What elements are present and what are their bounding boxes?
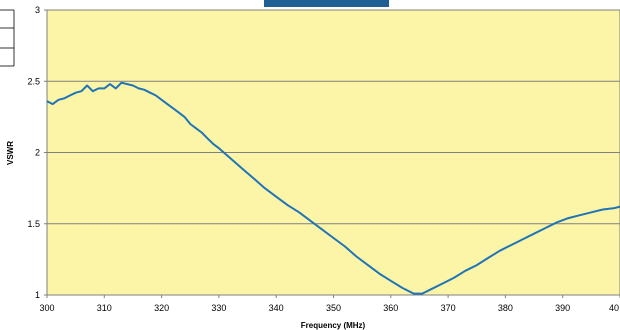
x-tick-label: 40 <box>609 303 619 313</box>
x-tick-label: 380 <box>498 303 513 313</box>
y-tick-label: 3 <box>35 5 40 15</box>
y-tick-label: 1.5 <box>27 219 40 229</box>
y-axis-title: VSWR <box>6 141 15 165</box>
x-tick-label: 350 <box>326 303 341 313</box>
x-tick-label: 330 <box>211 303 226 313</box>
x-tick-label: 310 <box>97 303 112 313</box>
y-tick-label: 1 <box>35 290 40 300</box>
x-tick-label: 300 <box>39 303 54 313</box>
x-tick-label: 370 <box>441 303 456 313</box>
y-axis-ticks: 1 1.5 2 2.5 3 <box>27 5 47 300</box>
x-axis-title: Frequency (MHz) <box>301 321 366 330</box>
gridlines <box>47 80 620 225</box>
vswr-series-line <box>46 81 620 295</box>
x-tick-label: 340 <box>269 303 284 313</box>
cropped-table-fragment <box>0 9 15 67</box>
x-tick-label: 320 <box>154 303 169 313</box>
x-axis-ticks: 300 310 320 330 340 350 360 370 380 390 40 <box>39 295 620 313</box>
x-tick-label: 360 <box>383 303 398 313</box>
header-box <box>264 0 389 7</box>
y-tick-label: 2 <box>35 148 40 158</box>
x-tick-label: 390 <box>555 303 570 313</box>
y-tick-label: 2.5 <box>27 76 40 86</box>
